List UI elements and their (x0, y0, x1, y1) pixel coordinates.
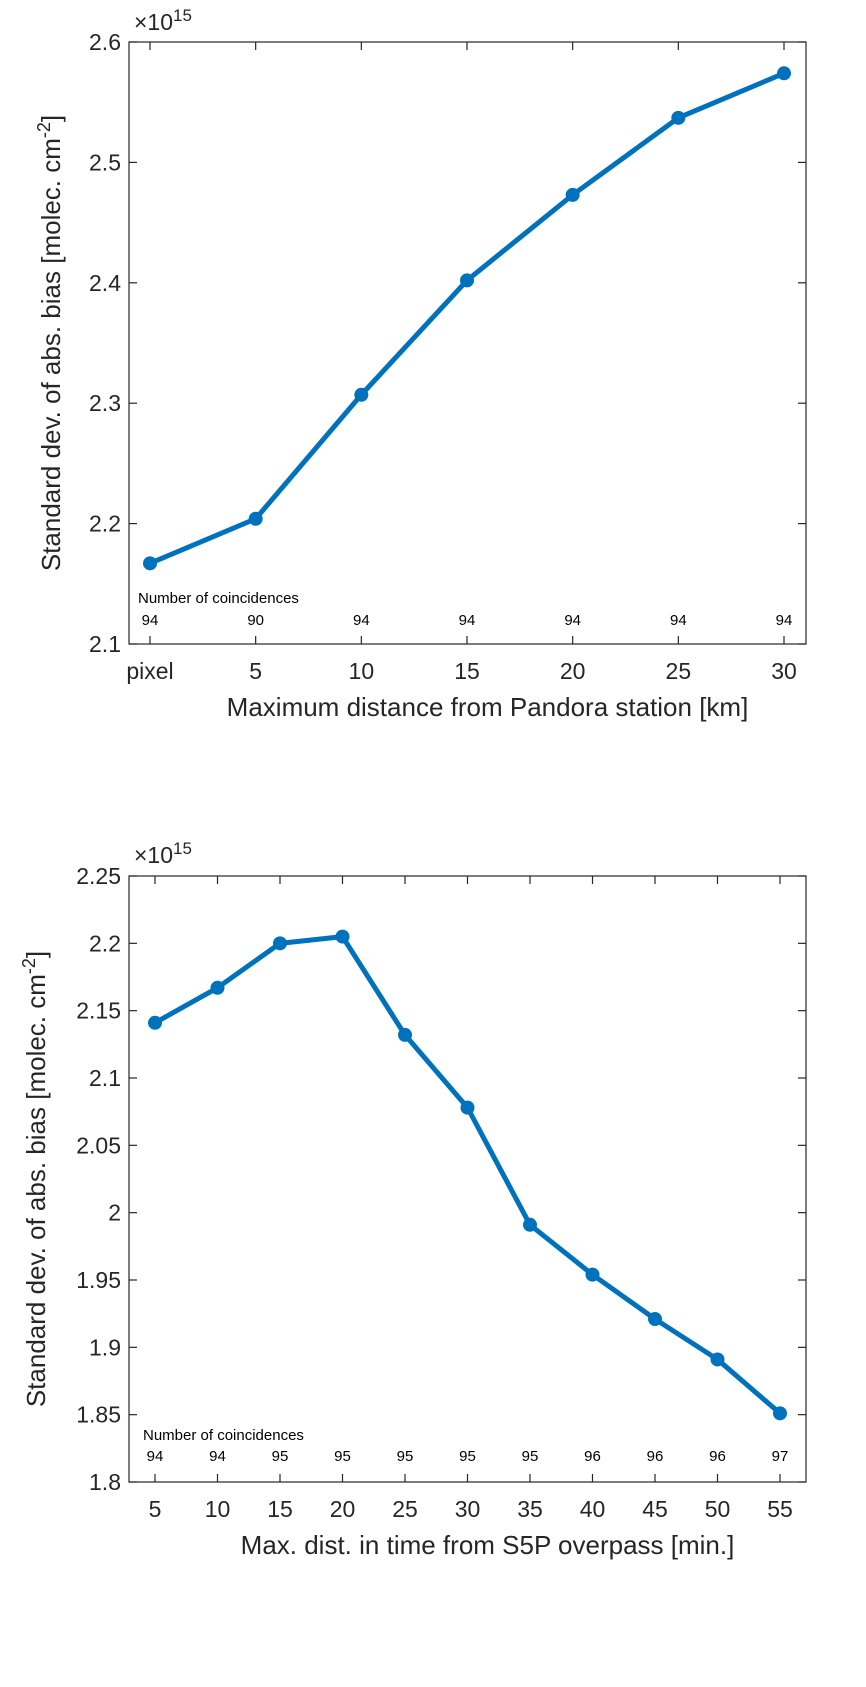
x-tick-label: pixel (126, 658, 173, 684)
y-exponent-power: 15 (173, 839, 192, 858)
x-tick-label: 5 (149, 1496, 162, 1522)
coincidence-count: 97 (772, 1448, 789, 1465)
data-point (773, 1406, 787, 1421)
data-point (460, 273, 474, 288)
coincidence-count: 94 (353, 612, 370, 629)
coincidence-count: 94 (564, 612, 581, 629)
coincidence-count: 95 (334, 1448, 351, 1465)
y-tick-label: 2.1 (89, 1065, 121, 1091)
coincidence-count: 96 (584, 1448, 601, 1465)
y-axis-label-bracket: ] (36, 115, 66, 122)
coincidence-count: 95 (272, 1448, 289, 1465)
y-axis-label: Standard dev. of abs. bias [molec. cm-2] (19, 951, 51, 1407)
data-point (148, 1015, 162, 1030)
data-point (143, 556, 157, 571)
series-line (153, 934, 782, 1416)
y-tick-label: 2.2 (89, 511, 121, 537)
coincidence-count: 96 (647, 1448, 664, 1465)
y-axis-label-superscript: -2 (34, 122, 54, 138)
x-tick-label: 10 (349, 658, 375, 684)
coincidence-count: 96 (709, 1448, 726, 1465)
data-point (523, 1217, 537, 1232)
chart-panel-1: 2.1 2.2 2.3 2.4 2.5 2.6 pixel 5 10 15 20 25 30 ×1015 S… (34, 6, 807, 722)
y-tick-label: 1.85 (76, 1402, 121, 1428)
x-tick-label: 30 (771, 658, 797, 684)
y-tick-label: 2.05 (76, 1132, 121, 1158)
data-point (210, 980, 225, 995)
data-point (248, 511, 263, 526)
x-tick-label: 15 (454, 658, 480, 684)
data-point (335, 929, 350, 944)
y-tick-label: 2.1 (89, 631, 121, 657)
x-tick-label: 25 (666, 658, 692, 684)
coincidences-annotation: Number of coincidences (143, 1427, 304, 1444)
coincidence-count: 95 (522, 1448, 539, 1465)
y-exponent-power: 15 (173, 6, 192, 25)
y-tick-label: 2.5 (89, 149, 121, 175)
chart-panel-2: 1.8 1.85 1.9 1.95 2 2.05 2.1 2.15 2.2 2.25 5 10 15 20… (19, 839, 807, 1560)
data-point (565, 187, 580, 202)
coincidence-count: 94 (459, 612, 476, 629)
y-tick-label: 2.3 (89, 390, 121, 416)
y-tick-label: 2.6 (89, 29, 121, 55)
x-axis-label: Maximum distance from Pandora station [k… (227, 692, 749, 722)
data-point (460, 1100, 475, 1115)
y-axis-label-text: Standard dev. of abs. bias [molec. cm (36, 138, 66, 571)
y-tick-label: 1.95 (76, 1267, 121, 1293)
y-tick-label: 2.15 (76, 998, 121, 1024)
coincidence-count: 94 (209, 1448, 226, 1465)
data-point (777, 66, 791, 81)
coincidence-count: 94 (670, 612, 687, 629)
x-tick-label: 20 (560, 658, 586, 684)
x-axis-label: Max. dist. in time from S5P overpass [mi… (241, 1530, 735, 1560)
coincidence-count: 94 (142, 612, 159, 629)
y-tick-label: 1.8 (89, 1469, 121, 1495)
x-tick-label: 50 (705, 1496, 731, 1522)
y-tick-label: 2 (108, 1200, 121, 1226)
y-tick-label: 2.4 (89, 270, 121, 296)
data-point (273, 936, 287, 951)
data-point (585, 1267, 600, 1282)
data-point (671, 110, 686, 125)
y-axis-label-superscript: -2 (19, 958, 39, 974)
data-point (354, 387, 369, 402)
y-tick-label: 2.25 (76, 863, 121, 889)
coincidence-count: 90 (247, 612, 264, 629)
x-tick-label: 45 (642, 1496, 668, 1522)
y-exponent-label: ×1015 (134, 6, 192, 35)
x-tick-label: 5 (249, 658, 262, 684)
coincidence-count: 94 (147, 1448, 164, 1465)
y-axis-label: Standard dev. of abs. bias [molec. cm-2] (34, 115, 66, 571)
x-tick-label: 25 (392, 1496, 418, 1522)
coincidence-count: 94 (776, 612, 793, 629)
x-tick-label: 35 (517, 1496, 543, 1522)
series-line (149, 71, 785, 566)
x-tick-label: 30 (455, 1496, 481, 1522)
y-axis-label-text: Standard dev. of abs. bias [molec. cm (21, 974, 51, 1407)
y-tick-label: 1.9 (89, 1334, 121, 1360)
x-tick-label: 15 (267, 1496, 293, 1522)
data-point (398, 1027, 412, 1042)
y-axis-label-bracket: ] (21, 951, 51, 958)
coincidence-count: 95 (397, 1448, 414, 1465)
plot-area-box (128, 875, 807, 1483)
x-tick-label: 10 (205, 1496, 231, 1522)
x-tick-label: 20 (330, 1496, 356, 1522)
data-point (648, 1312, 662, 1327)
coincidences-annotation: Number of coincidences (138, 590, 299, 607)
x-tick-label: 40 (580, 1496, 606, 1522)
y-tick-label: 2.2 (89, 930, 121, 956)
plot-area-box (128, 41, 807, 645)
x-tick-label: 55 (767, 1496, 793, 1522)
data-point (710, 1352, 725, 1367)
y-exponent-label: ×1015 (134, 839, 192, 868)
coincidence-count: 95 (459, 1448, 476, 1465)
